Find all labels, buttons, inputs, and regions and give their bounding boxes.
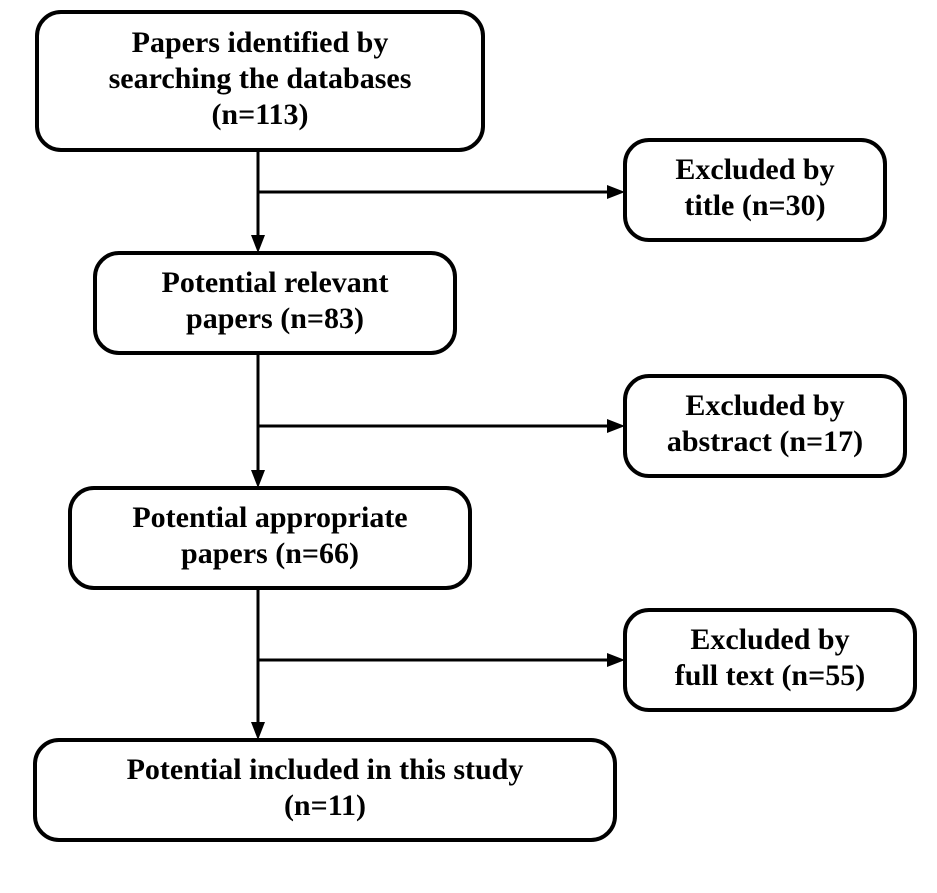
flow-node-label: (n=113) (211, 98, 308, 131)
flow-node-label: title (n=30) (684, 189, 825, 222)
flow-node-e1: Excluded bytitle (n=30) (625, 140, 885, 240)
flow-node-e3: Excluded byfull text (n=55) (625, 610, 915, 710)
flow-node-n1: Papers identified bysearching the databa… (37, 12, 483, 150)
flow-node-label: searching the databases (109, 62, 412, 95)
flow-node-n4: Potential included in this study(n=11) (35, 740, 615, 840)
flow-edge (251, 353, 625, 488)
flowchart: Papers identified bysearching the databa… (0, 0, 937, 893)
flow-node-label: Excluded by (675, 153, 834, 186)
flow-edge (251, 588, 625, 740)
flow-node-n3: Potential appropriatepapers (n=66) (70, 488, 470, 588)
flow-node-label: Excluded by (685, 389, 844, 422)
flow-node-label: papers (n=66) (181, 537, 359, 570)
flow-node-label: Potential included in this study (127, 753, 524, 786)
flow-node-label: Potential relevant (162, 266, 389, 299)
flow-node-n2: Potential relevantpapers (n=83) (95, 253, 455, 353)
flow-node-label: (n=11) (284, 789, 366, 822)
flow-node-label: Papers identified by (132, 26, 389, 59)
flow-node-label: Excluded by (690, 623, 849, 656)
flow-edge (251, 150, 625, 253)
flow-node-e2: Excluded byabstract (n=17) (625, 376, 905, 476)
flow-node-label: abstract (n=17) (667, 425, 863, 458)
flow-node-label: papers (n=83) (186, 302, 364, 335)
flow-node-label: full text (n=55) (675, 659, 865, 692)
flow-node-label: Potential appropriate (132, 501, 407, 534)
